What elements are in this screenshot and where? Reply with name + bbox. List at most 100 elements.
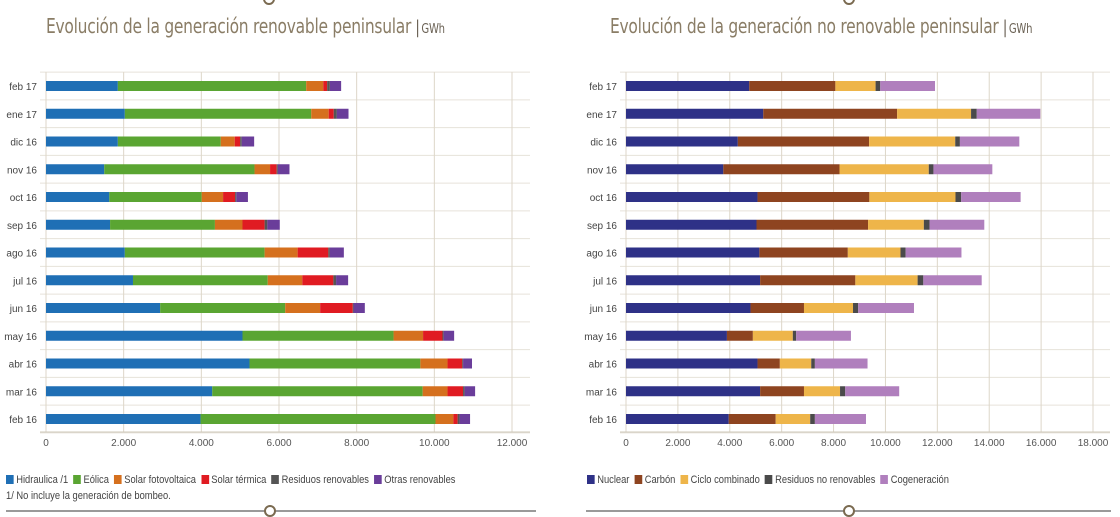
x-tick-label: 10.000 <box>870 438 901 449</box>
y-category-label: may 16 <box>4 332 37 343</box>
bar-segment-hidraulica-1 <box>46 81 118 91</box>
bar-segment-solar-térmica <box>447 386 464 397</box>
bar-segment-ciclo-combinado <box>869 136 956 147</box>
bar-segment-residuos-renovables <box>327 81 330 91</box>
bar-segment-ciclo-combinado <box>752 330 793 341</box>
x-tick-label: 8.000 <box>344 438 369 449</box>
bar-segment-hidraulica-1 <box>46 136 118 147</box>
legend-label: Otras renovables <box>384 474 456 486</box>
legend-swatch <box>880 475 889 484</box>
bar-segment-otras-renovables <box>464 386 476 397</box>
bar-segment-hidraulica-1 <box>46 358 250 369</box>
bar-segment-solar-fotovoltaica <box>264 247 298 258</box>
bar-segment-carbón <box>760 275 856 286</box>
bar-segment-carbón <box>756 219 869 230</box>
bar-segment-cogeneración <box>845 386 900 397</box>
legend-label: Nuclear <box>597 474 630 486</box>
legend-swatch <box>73 475 81 484</box>
bar-segment-residuos-renovables <box>235 192 237 202</box>
x-tick-label: 8.000 <box>821 438 846 449</box>
bar-segment-solar-fotovoltaica <box>267 275 303 286</box>
bar-segment-solar-térmica <box>447 358 463 369</box>
legend-renewable: Hidraulica /1 Eólica Solar fotovoltaica Sol… <box>6 474 461 486</box>
bar-segment-residuos-no-renovables <box>792 330 797 341</box>
y-category-label: feb 16 <box>589 415 617 426</box>
title-text: Evolución de la generación no renovable … <box>610 14 999 38</box>
bar-segment-otras-renovables <box>459 414 471 424</box>
bar-segment-carbón <box>726 330 753 341</box>
bar-segment-eólica <box>212 386 423 397</box>
legend-swatch <box>634 475 643 484</box>
bar-segment-carbón <box>723 164 840 175</box>
bar-segment-ciclo-combinado <box>775 414 811 424</box>
y-category-label: jun 16 <box>9 304 38 315</box>
legend-item: Solar térmica <box>201 474 266 486</box>
footnote: 1/ No incluye la generación de bombeo. <box>6 490 171 502</box>
bar-segment-nuclear <box>626 164 724 175</box>
bar-segment-solar-fotovoltaica <box>420 358 448 369</box>
legend-item: Carbón <box>634 474 675 486</box>
chart-title-nonrenewable: Evolución de la generación no renovable … <box>610 14 1032 38</box>
x-tick-label: 4.000 <box>717 438 742 449</box>
legend-label: Hidraulica /1 <box>16 474 69 486</box>
y-category-label: abr 16 <box>589 360 618 371</box>
legend-swatch <box>271 475 280 484</box>
bar-segment-cogeneración <box>933 164 993 175</box>
bar-segment-cogeneración <box>814 358 868 369</box>
bar-segment-carbón <box>757 358 780 369</box>
bar-segment-solar-fotovoltaica <box>220 136 235 147</box>
bar-segment-solar-térmica <box>302 275 334 286</box>
legend-label: Solar térmica <box>211 474 267 486</box>
legend-swatch <box>6 475 14 484</box>
y-category-label: abr 16 <box>9 360 38 371</box>
y-category-label: feb 16 <box>9 415 37 426</box>
x-tick-label: 6.000 <box>266 438 291 449</box>
x-tick-label: 16.000 <box>1026 438 1057 449</box>
title-unit: GWh <box>421 22 445 37</box>
y-category-label: sep 16 <box>587 221 617 232</box>
bar-segment-eólica <box>124 247 265 258</box>
bar-segment-otras-renovables <box>329 247 344 258</box>
bar-segment-cogeneración <box>976 108 1041 119</box>
bar-segment-solar-fotovoltaica <box>201 192 224 202</box>
bar-segment-nuclear <box>626 358 758 369</box>
bar-segment-eólica <box>110 219 215 230</box>
title-separator: | <box>998 17 1008 38</box>
bar-segment-cogeneración <box>796 330 851 341</box>
bar-segment-solar-fotovoltaica <box>435 414 454 424</box>
bar-segment-residuos-renovables <box>276 164 278 175</box>
bar-segment-residuos-no-renovables <box>811 358 815 369</box>
legend-swatch <box>374 475 382 484</box>
bar-segment-residuos-no-renovables <box>810 414 815 424</box>
x-tick-label: 12.000 <box>922 438 953 449</box>
bar-segment-carbón <box>750 303 804 313</box>
bar-segment-solar-térmica <box>323 81 328 91</box>
bar-segment-otras-renovables <box>236 192 248 202</box>
bar-segment-solar-fotovoltaica <box>422 386 448 397</box>
bar-segment-residuos-renovables <box>333 275 337 286</box>
bar-segment-eólica <box>160 303 286 313</box>
bar-segment-residuos-no-renovables <box>955 136 960 147</box>
bar-segment-cogeneración <box>858 303 914 313</box>
legend-swatch <box>114 475 122 484</box>
bar-segment-residuos-renovables <box>240 136 242 147</box>
y-category-label: mar 16 <box>586 387 618 398</box>
legend-label: Residuos no renovables <box>775 474 876 486</box>
bar-segment-nuclear <box>626 192 758 202</box>
title-separator: | <box>411 17 420 38</box>
bar-segment-hidraulica-1 <box>46 414 201 424</box>
x-tick-label: 2.000 <box>665 438 690 449</box>
y-category-label: jul 16 <box>592 276 617 287</box>
bar-segment-ciclo-combinado <box>868 219 924 230</box>
legend-swatch <box>764 475 773 484</box>
x-tick-label: 4.000 <box>189 438 214 449</box>
bar-segment-eólica <box>117 136 221 147</box>
bar-segment-solar-térmica <box>242 219 265 230</box>
bar-segment-otras-renovables <box>277 164 290 175</box>
bar-segment-eólica <box>109 192 202 202</box>
y-category-label: ago 16 <box>586 249 617 260</box>
bar-segment-residuos-no-renovables <box>900 247 906 258</box>
title-text: Evolución de la generación renovable pen… <box>46 14 412 38</box>
y-category-label: ago 16 <box>6 249 37 260</box>
bar-segment-hidraulica-1 <box>46 275 133 286</box>
